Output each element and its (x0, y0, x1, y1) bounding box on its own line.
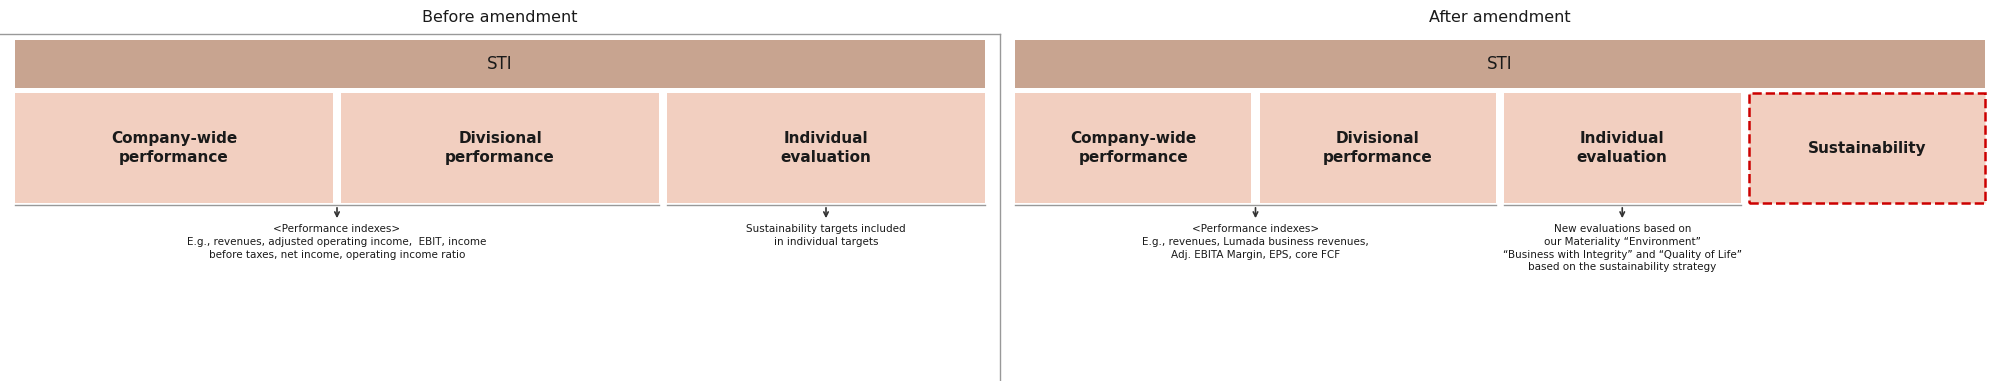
Bar (340, 93, 660, 203)
Bar (16, 40, 984, 88)
Text: Individual
evaluation: Individual evaluation (780, 131, 872, 165)
Bar (1014, 40, 1984, 88)
Text: Individual
evaluation: Individual evaluation (1576, 131, 1668, 165)
Text: Sustainability: Sustainability (1808, 141, 1926, 155)
Bar (1260, 93, 1496, 203)
Text: New evaluations based on
our Materiality “Environment”
“Business with Integrity”: New evaluations based on our Materiality… (1502, 224, 1742, 272)
Bar (16, 93, 332, 203)
Bar (668, 93, 984, 203)
Bar (1504, 93, 1740, 203)
Text: After amendment: After amendment (1430, 11, 1570, 26)
Text: Company-wide
performance: Company-wide performance (110, 131, 238, 165)
Text: STI: STI (488, 55, 512, 73)
Bar (1748, 93, 1984, 203)
Text: STI: STI (1488, 55, 1512, 73)
Text: Company-wide
performance: Company-wide performance (1070, 131, 1196, 165)
Text: Sustainability targets included
in individual targets: Sustainability targets included in indiv… (746, 224, 906, 247)
Text: <Performance indexes>
E.g., revenues, Lumada business revenues,
Adj. EBITA Margi: <Performance indexes> E.g., revenues, Lu… (1142, 224, 1368, 259)
Text: Divisional
performance: Divisional performance (446, 131, 554, 165)
Bar (1014, 93, 1252, 203)
Text: Divisional
performance: Divisional performance (1322, 131, 1432, 165)
Text: <Performance indexes>
E.g., revenues, adjusted operating income,  EBIT, income
b: <Performance indexes> E.g., revenues, ad… (188, 224, 486, 259)
Text: Before amendment: Before amendment (422, 11, 578, 26)
